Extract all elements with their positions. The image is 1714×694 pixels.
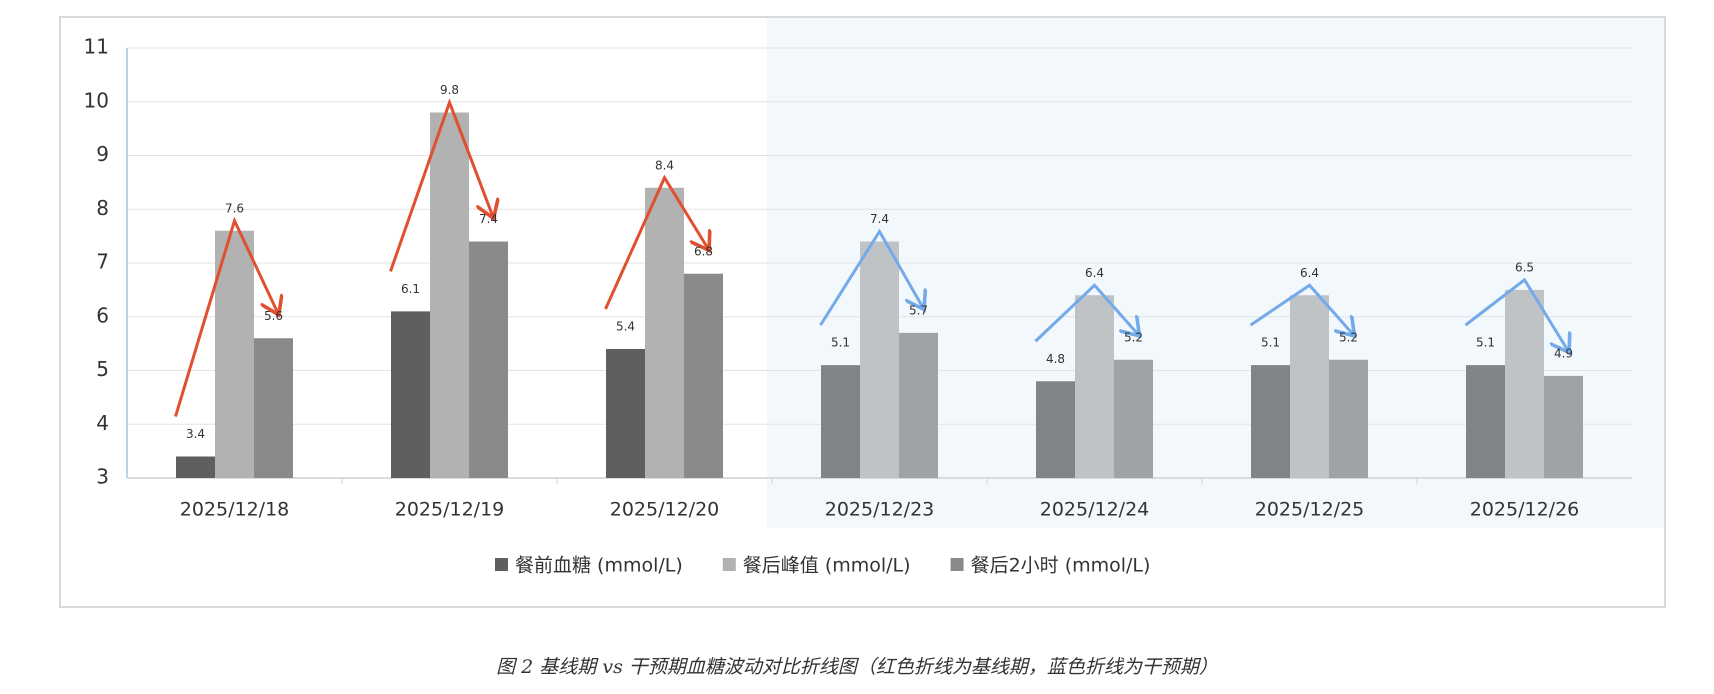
- bar: [899, 332, 938, 478]
- value-label: 4.8: [1046, 352, 1065, 366]
- value-label: 5.1: [1476, 336, 1495, 350]
- trend-arrow: [604, 174, 708, 310]
- trend-arrow: [174, 216, 278, 417]
- x-tick-label: 2025/12/20: [610, 499, 720, 521]
- legend-swatch: [950, 558, 964, 571]
- legend-label: 餐前血糖 (mmol/L): [515, 555, 683, 577]
- value-label: 4.9: [1554, 346, 1573, 360]
- value-label: 5.2: [1124, 330, 1143, 344]
- caption: 图 2 基线期 vs 干预期血糖波动对比折线图（红色折线为基线期，蓝色折线为干预…: [496, 656, 1218, 678]
- bar: [254, 338, 293, 478]
- y-tick-label: 7: [96, 250, 109, 274]
- bar: [1466, 365, 1505, 478]
- bar: [645, 187, 684, 478]
- bar: [1329, 359, 1368, 478]
- value-label: 6.4: [1300, 266, 1319, 280]
- value-label: 6.1: [401, 282, 420, 296]
- bar: [469, 241, 508, 478]
- bar: [860, 241, 899, 478]
- value-label: 5.1: [831, 336, 850, 350]
- value-label: 5.2: [1339, 330, 1358, 344]
- value-label: 3.4: [186, 427, 205, 441]
- y-tick-label: 4: [96, 411, 109, 435]
- bar: [1290, 295, 1329, 478]
- bar: [1505, 289, 1544, 478]
- bar: [821, 365, 860, 478]
- value-label: 7.6: [225, 201, 244, 215]
- value-label: 6.4: [1085, 266, 1104, 280]
- trend-arrow: [1464, 277, 1568, 350]
- bar: [684, 273, 723, 478]
- trend-arrow: [1249, 283, 1353, 334]
- bar: [1544, 375, 1583, 478]
- bar: [391, 311, 430, 478]
- trend-arrow: [819, 228, 923, 326]
- x-tick-label: 2025/12/18: [180, 499, 290, 521]
- value-label: 5.7: [909, 303, 928, 317]
- legend-label: 餐后峰值 (mmol/L): [743, 555, 911, 577]
- y-tick-label: 5: [96, 357, 109, 381]
- y-tick-label: 8: [96, 196, 109, 220]
- legend-swatch: [722, 558, 736, 571]
- trend-arrow: [1034, 283, 1138, 343]
- legend-label: 餐后2小时 (mmol/L): [971, 555, 1151, 577]
- bar: [176, 456, 215, 478]
- value-label: 7.4: [479, 212, 498, 226]
- bar: [606, 349, 645, 478]
- value-label: 7.4: [870, 212, 889, 226]
- y-tick-label: 9: [96, 142, 109, 166]
- x-tick-label: 2025/12/19: [395, 499, 505, 521]
- y-tick-label: 11: [84, 35, 109, 59]
- value-label: 5.4: [616, 320, 635, 334]
- bar: [430, 112, 469, 478]
- x-tick-label: 2025/12/26: [1470, 499, 1580, 521]
- bar: [1036, 381, 1075, 478]
- value-label: 9.8: [440, 83, 459, 97]
- legend-swatch: [495, 558, 508, 571]
- y-tick-label: 3: [96, 465, 109, 489]
- bar: [1114, 359, 1153, 478]
- value-label: 6.5: [1515, 260, 1534, 274]
- value-label: 8.4: [655, 158, 674, 172]
- value-label: 5.1: [1261, 336, 1280, 350]
- bar: [215, 230, 254, 478]
- x-tick-label: 2025/12/23: [825, 499, 935, 521]
- bar: [1075, 295, 1114, 478]
- x-tick-label: 2025/12/24: [1040, 499, 1150, 521]
- trend-arrow: [389, 98, 493, 272]
- value-label: 6.8: [694, 244, 713, 258]
- y-tick-label: 6: [96, 303, 109, 327]
- bar: [1251, 365, 1290, 478]
- value-label: 5.6: [264, 309, 283, 323]
- x-tick-label: 2025/12/25: [1255, 499, 1365, 521]
- y-tick-label: 10: [84, 88, 109, 112]
